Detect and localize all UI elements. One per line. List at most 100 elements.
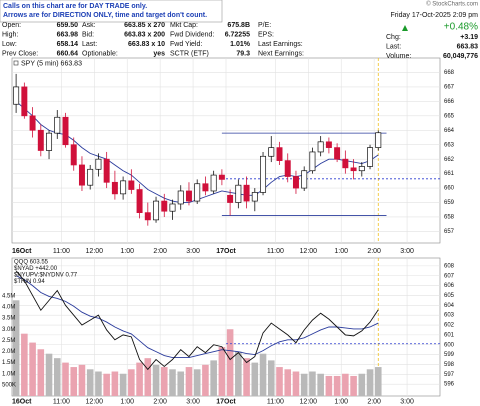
y2-tick-label: 500K xyxy=(2,382,16,388)
quote-cell: Ask: xyxy=(82,22,96,29)
volume-bar xyxy=(177,371,185,396)
y-tick-label: 666 xyxy=(444,99,455,105)
volume-bar xyxy=(62,362,69,396)
candle-body xyxy=(218,174,225,180)
candle-body xyxy=(37,129,44,151)
y2-tick-label: 1.5M xyxy=(2,360,15,366)
quote-cell: P/E: xyxy=(258,22,271,29)
volume-bar xyxy=(350,375,357,396)
volume-bar xyxy=(358,373,366,396)
candle-body xyxy=(227,194,234,203)
y-tick-label: 600 xyxy=(444,342,455,348)
candle-body xyxy=(243,184,250,202)
quote-cell: Fwd Dividend: xyxy=(170,31,214,38)
candle-body xyxy=(103,158,110,183)
volume-bar xyxy=(37,349,45,396)
y-tick-label: 663 xyxy=(444,142,455,148)
candle-body xyxy=(185,190,192,202)
candle-body xyxy=(169,203,176,212)
candle-body xyxy=(87,168,94,186)
y2-tick-label: 4.5M xyxy=(2,293,15,299)
quote-cell: Bid: xyxy=(82,31,94,38)
candle-body xyxy=(260,155,267,193)
y-tick-label: 598 xyxy=(444,362,455,368)
volume-bar xyxy=(103,373,110,396)
x-tick-label: 3:00 xyxy=(186,398,200,405)
volume-bar xyxy=(53,358,61,396)
candle-body xyxy=(235,184,242,203)
quote-cell: 660.64 xyxy=(57,50,79,57)
summary-value: +3.19 xyxy=(460,34,478,41)
y2-tick-label: 3.5M xyxy=(2,316,15,322)
candle-body xyxy=(276,147,283,161)
candle-body xyxy=(136,189,143,213)
volume-bar xyxy=(235,351,242,396)
volume-bar xyxy=(136,362,143,396)
candle-body xyxy=(367,147,374,167)
y2-tick-label: 2.5M xyxy=(2,338,15,344)
volume-bar xyxy=(333,375,341,396)
quote-cell: Optionable: xyxy=(82,50,118,57)
x-tick-label: 12:00 xyxy=(300,248,318,255)
candle-body xyxy=(78,164,85,186)
volume-bar xyxy=(185,367,193,396)
x-tick-label: 1:00 xyxy=(120,398,134,405)
volume-bar xyxy=(128,369,135,396)
candle-body xyxy=(177,190,184,205)
candle-body xyxy=(95,158,102,170)
quote-cell: SCTR (ETF) xyxy=(170,50,209,57)
volume-bar xyxy=(119,373,127,396)
candle-body xyxy=(309,151,316,172)
note: Calls on this chart are for DAY TRADE on… xyxy=(3,3,147,10)
candle-body xyxy=(202,183,209,192)
candle-body xyxy=(144,212,151,221)
volume-bar xyxy=(86,369,94,396)
candle-body xyxy=(194,183,201,202)
y-tick-label: 603 xyxy=(444,313,455,319)
legend-entry: $NYUPV:$NYDNV 0.77 xyxy=(14,273,78,279)
y-tick-label: 596 xyxy=(444,382,455,388)
volume-bar xyxy=(374,367,382,396)
quote-cell: EPS: xyxy=(258,31,274,38)
volume-bar xyxy=(193,369,201,396)
candle-body xyxy=(350,167,357,172)
quote-cell: Fwd Yield: xyxy=(170,41,202,48)
candle-body xyxy=(13,86,20,105)
y-tick-label: 606 xyxy=(444,283,455,289)
quote-cell: Prev Close: xyxy=(2,50,38,57)
change-pct: +0.48% xyxy=(444,22,478,33)
notes-box xyxy=(0,0,223,23)
candle-body xyxy=(284,160,291,177)
x-tick-label: 3:00 xyxy=(400,398,414,405)
candle-body xyxy=(161,200,168,212)
y-tick-label: 608 xyxy=(444,263,455,269)
volume-bar xyxy=(111,371,119,396)
y-tick-label: 597 xyxy=(444,372,455,378)
candle-body xyxy=(358,166,365,172)
summary-value: 60,049,776 xyxy=(443,53,478,60)
volume-bar xyxy=(325,375,333,396)
quote-cell: Last: xyxy=(82,41,97,48)
x-tick-label: 2:00 xyxy=(153,398,167,405)
candle-body xyxy=(325,141,332,148)
volume-bar xyxy=(21,333,28,396)
y-tick-label: 658 xyxy=(444,215,455,221)
x-tick-label: 1:00 xyxy=(334,248,348,255)
x-tick-label: 11:00 xyxy=(53,248,70,255)
volume-bar xyxy=(152,364,160,396)
y-tick-label: 660 xyxy=(444,186,455,192)
volume-bar xyxy=(70,367,78,396)
volume-bar xyxy=(95,371,102,396)
quote-cell: yes xyxy=(153,50,165,57)
candle-body xyxy=(128,180,135,190)
legend-entry: $TRIN 0.94 xyxy=(14,279,45,285)
x-tick-label: 11:00 xyxy=(267,398,284,405)
x-tick-label: 2:00 xyxy=(367,398,381,405)
x-tick-label: 12:00 xyxy=(86,398,104,405)
quote-cell: 663.98 xyxy=(57,31,79,38)
y-tick-label: 662 xyxy=(444,157,455,163)
volume-bar xyxy=(243,358,250,396)
copyright: © StockCharts.com xyxy=(426,1,478,8)
